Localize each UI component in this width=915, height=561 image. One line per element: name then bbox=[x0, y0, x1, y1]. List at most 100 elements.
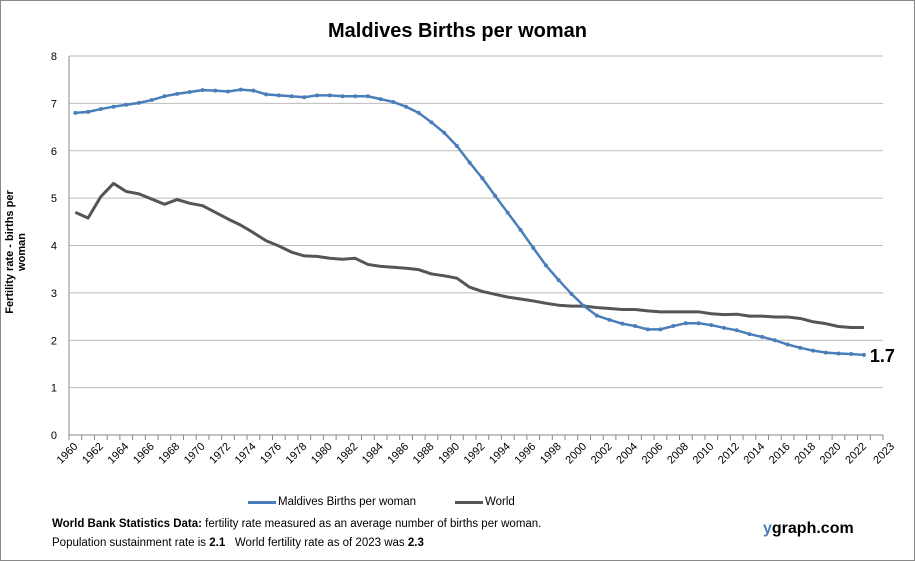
x-tick-label: 2010 bbox=[691, 441, 717, 467]
y-tick-label: 3 bbox=[51, 288, 57, 300]
data-point bbox=[111, 104, 116, 109]
x-tick-label: 1960 bbox=[55, 441, 81, 467]
x-tick-label: 1962 bbox=[80, 441, 106, 467]
x-tick-label: 1992 bbox=[462, 441, 488, 467]
x-tick-label: 2004 bbox=[614, 441, 640, 467]
data-point bbox=[543, 263, 548, 268]
data-point bbox=[760, 334, 765, 339]
x-tick-label: 1996 bbox=[513, 441, 539, 467]
data-point bbox=[73, 110, 78, 115]
data-point bbox=[416, 110, 421, 115]
data-point bbox=[213, 88, 218, 93]
data-point bbox=[722, 325, 727, 330]
x-tick-label: 2006 bbox=[640, 441, 666, 467]
data-point bbox=[582, 304, 587, 309]
x-tick-label: 1998 bbox=[538, 441, 564, 467]
data-point bbox=[556, 278, 561, 283]
data-point bbox=[849, 351, 854, 356]
x-tick-label: 1986 bbox=[385, 441, 411, 467]
note-source: World Bank Statistics Data: bbox=[52, 518, 202, 530]
data-point bbox=[811, 348, 816, 353]
legend-swatch-maldives bbox=[248, 500, 276, 504]
data-point bbox=[709, 323, 714, 328]
x-tick-label: 1970 bbox=[182, 441, 208, 467]
chart-title: Maldives Births per woman bbox=[328, 20, 587, 42]
x-tick-label: 1988 bbox=[411, 441, 437, 467]
x-tick-label: 2022 bbox=[843, 441, 869, 467]
legend-label-world: World bbox=[485, 496, 515, 508]
data-point bbox=[785, 342, 790, 347]
data-point bbox=[315, 93, 320, 98]
note-desc: fertility rate measured as an average nu… bbox=[201, 518, 542, 530]
legend-label-maldives: Maldives Births per woman bbox=[278, 496, 417, 508]
y-tick-label: 2 bbox=[51, 335, 57, 347]
data-point bbox=[594, 313, 599, 318]
data-point bbox=[683, 321, 688, 326]
data-point bbox=[327, 93, 332, 98]
brand-logo[interactable]: ygraph.com bbox=[763, 520, 854, 538]
x-tick-label: 2016 bbox=[767, 441, 793, 467]
data-point bbox=[124, 102, 129, 107]
data-point bbox=[772, 338, 777, 343]
data-point bbox=[289, 94, 294, 99]
legend-item-world: World bbox=[455, 496, 515, 508]
x-tick-label: 2002 bbox=[589, 441, 615, 467]
x-tick-label: 1994 bbox=[487, 441, 513, 467]
series-line-world bbox=[74, 181, 864, 329]
x-tick-label: 1990 bbox=[436, 441, 462, 467]
x-tick-label: 2023 bbox=[871, 441, 897, 467]
data-point bbox=[162, 94, 167, 99]
data-point bbox=[569, 291, 574, 296]
data-point bbox=[861, 352, 866, 357]
data-point bbox=[149, 98, 154, 103]
data-point bbox=[607, 317, 612, 322]
note-line-2: Population sustainment rate is 2.1 World… bbox=[52, 537, 424, 549]
data-point bbox=[187, 90, 192, 95]
x-tick-label: 2014 bbox=[741, 441, 767, 467]
data-point bbox=[264, 92, 269, 97]
x-tick-label: 2012 bbox=[716, 441, 742, 467]
brand-rest: graph.com bbox=[771, 520, 854, 537]
note-line-1: World Bank Statistics Data: fertility ra… bbox=[52, 518, 541, 530]
y-tick-label: 8 bbox=[51, 51, 57, 63]
data-point bbox=[378, 97, 383, 102]
data-point bbox=[493, 193, 498, 198]
data-point bbox=[251, 88, 256, 93]
x-tick-label: 1966 bbox=[131, 441, 157, 467]
x-tick-label: 2018 bbox=[792, 441, 818, 467]
x-tick-label: 1964 bbox=[106, 441, 132, 467]
y-tick-label: 6 bbox=[51, 146, 57, 158]
data-point bbox=[365, 94, 370, 99]
data-point bbox=[836, 351, 841, 356]
data-point bbox=[391, 99, 396, 104]
x-tick-label: 1976 bbox=[258, 441, 284, 467]
data-point bbox=[671, 324, 676, 329]
y-tick-label: 1 bbox=[51, 383, 57, 395]
data-point bbox=[823, 350, 828, 355]
data-point bbox=[175, 91, 180, 96]
data-point bbox=[340, 94, 345, 99]
data-point bbox=[302, 95, 307, 100]
data-point bbox=[276, 93, 281, 98]
data-point bbox=[442, 130, 447, 135]
data-point bbox=[429, 120, 434, 125]
note-sustain-value: 2.1 bbox=[209, 537, 226, 549]
data-point bbox=[798, 345, 803, 350]
legend-swatch-world bbox=[455, 500, 483, 504]
last-value-label: 1.7 bbox=[870, 346, 895, 366]
y-tick-label: 7 bbox=[51, 98, 57, 110]
data-point bbox=[480, 176, 485, 181]
y-tick-label: 5 bbox=[51, 193, 57, 205]
data-point bbox=[658, 327, 663, 332]
note-world-value: 2.3 bbox=[407, 537, 424, 549]
y-tick-label: 0 bbox=[51, 430, 57, 442]
data-point bbox=[353, 94, 358, 99]
data-point bbox=[98, 107, 103, 112]
x-tick-label: 1982 bbox=[334, 441, 360, 467]
data-point bbox=[531, 245, 536, 250]
x-tick-label: 1984 bbox=[360, 441, 386, 467]
x-tick-label: 1974 bbox=[233, 441, 259, 467]
data-point bbox=[620, 321, 625, 326]
x-tick-label: 1980 bbox=[309, 441, 335, 467]
